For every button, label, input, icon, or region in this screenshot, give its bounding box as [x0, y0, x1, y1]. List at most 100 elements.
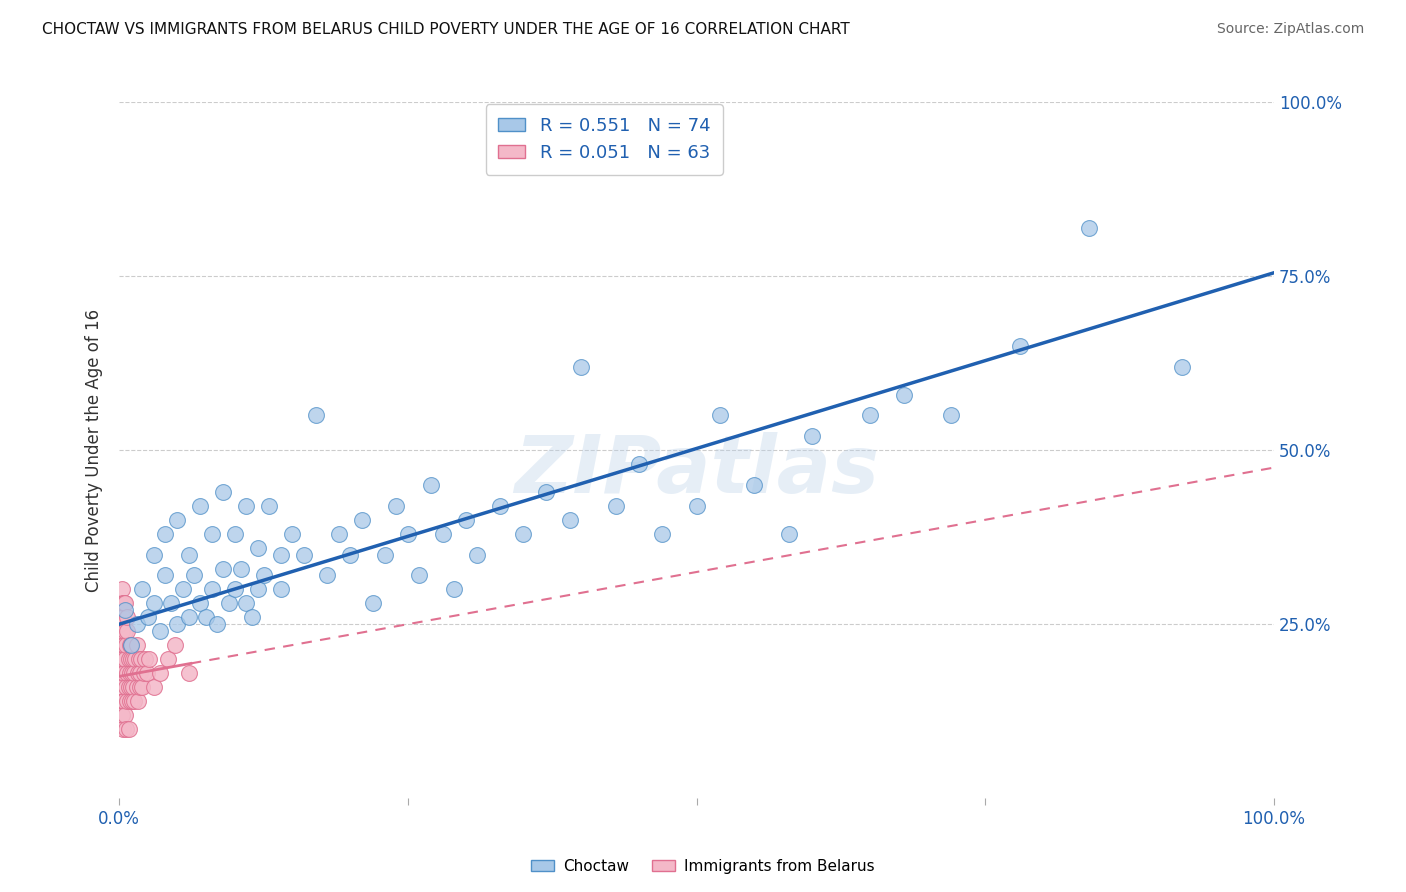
- Point: [134, 652, 156, 666]
- Legend: Choctaw, Immigrants from Belarus: Choctaw, Immigrants from Belarus: [524, 853, 882, 880]
- Point: [246, 541, 269, 555]
- Point: [172, 582, 194, 597]
- Point: [229, 561, 252, 575]
- Point: [218, 596, 240, 610]
- Point: [605, 499, 627, 513]
- Point: [110, 652, 132, 666]
- Point: [115, 638, 138, 652]
- Point: [127, 694, 149, 708]
- Point: [110, 665, 132, 680]
- Point: [536, 485, 558, 500]
- Point: [893, 387, 915, 401]
- Point: [292, 548, 315, 562]
- Point: [194, 610, 217, 624]
- Point: [188, 499, 211, 513]
- Text: ZIPatlas: ZIPatlas: [515, 432, 879, 510]
- Point: [131, 680, 153, 694]
- Point: [110, 582, 132, 597]
- Text: CHOCTAW VS IMMIGRANTS FROM BELARUS CHILD POVERTY UNDER THE AGE OF 16 CORRELATION: CHOCTAW VS IMMIGRANTS FROM BELARUS CHILD…: [42, 22, 851, 37]
- Point: [212, 561, 235, 575]
- Point: [939, 409, 962, 423]
- Text: Source: ZipAtlas.com: Source: ZipAtlas.com: [1216, 22, 1364, 37]
- Point: [136, 610, 159, 624]
- Point: [117, 652, 139, 666]
- Point: [118, 694, 141, 708]
- Point: [201, 526, 224, 541]
- Point: [177, 665, 200, 680]
- Point: [155, 526, 177, 541]
- Point: [124, 652, 146, 666]
- Point: [350, 513, 373, 527]
- Point: [385, 499, 408, 513]
- Point: [160, 596, 183, 610]
- Point: [117, 665, 139, 680]
- Point: [1170, 359, 1192, 374]
- Point: [363, 596, 385, 610]
- Point: [177, 610, 200, 624]
- Point: [120, 638, 142, 652]
- Point: [114, 652, 136, 666]
- Point: [114, 624, 136, 639]
- Point: [125, 617, 148, 632]
- Point: [124, 694, 146, 708]
- Point: [374, 548, 396, 562]
- Point: [328, 526, 350, 541]
- Point: [117, 722, 139, 736]
- Point: [121, 665, 143, 680]
- Point: [127, 665, 149, 680]
- Point: [420, 478, 443, 492]
- Point: [136, 665, 159, 680]
- Point: [112, 694, 135, 708]
- Point: [114, 707, 136, 722]
- Point: [110, 680, 132, 694]
- Point: [121, 694, 143, 708]
- Point: [110, 638, 132, 652]
- Point: [316, 568, 339, 582]
- Point: [115, 722, 138, 736]
- Point: [270, 582, 292, 597]
- Point: [112, 665, 135, 680]
- Point: [396, 526, 419, 541]
- Point: [207, 617, 229, 632]
- Point: [149, 665, 172, 680]
- Point: [801, 429, 824, 443]
- Point: [110, 707, 132, 722]
- Point: [558, 513, 581, 527]
- Point: [111, 610, 134, 624]
- Point: [112, 638, 135, 652]
- Point: [132, 665, 155, 680]
- Point: [240, 610, 263, 624]
- Point: [443, 582, 465, 597]
- Point: [235, 499, 257, 513]
- Point: [111, 722, 134, 736]
- Point: [114, 596, 136, 610]
- Point: [155, 568, 177, 582]
- Point: [112, 596, 135, 610]
- Point: [118, 665, 141, 680]
- Point: [859, 409, 882, 423]
- Point: [122, 680, 145, 694]
- Point: [201, 582, 224, 597]
- Point: [281, 526, 304, 541]
- Point: [183, 568, 205, 582]
- Point: [1078, 220, 1101, 235]
- Point: [118, 638, 141, 652]
- Point: [465, 548, 488, 562]
- Point: [129, 665, 152, 680]
- Point: [177, 548, 200, 562]
- Point: [212, 485, 235, 500]
- Point: [138, 652, 160, 666]
- Point: [125, 638, 148, 652]
- Point: [111, 596, 134, 610]
- Point: [569, 359, 592, 374]
- Point: [166, 513, 188, 527]
- Point: [142, 548, 165, 562]
- Point: [224, 582, 246, 597]
- Point: [156, 652, 179, 666]
- Point: [120, 652, 142, 666]
- Point: [149, 624, 172, 639]
- Point: [117, 624, 139, 639]
- Point: [627, 457, 650, 471]
- Point: [408, 568, 430, 582]
- Point: [117, 694, 139, 708]
